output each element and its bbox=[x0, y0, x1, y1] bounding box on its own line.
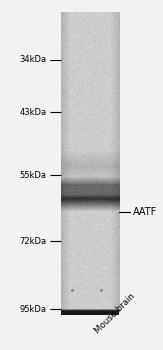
Text: Mouse brain: Mouse brain bbox=[93, 292, 137, 335]
Text: 43kDa: 43kDa bbox=[19, 108, 46, 117]
Text: 34kDa: 34kDa bbox=[19, 55, 46, 64]
Text: 95kDa: 95kDa bbox=[19, 305, 46, 314]
Text: 55kDa: 55kDa bbox=[19, 170, 46, 180]
Text: AATF: AATF bbox=[133, 208, 157, 217]
Text: 72kDa: 72kDa bbox=[19, 237, 46, 246]
FancyBboxPatch shape bbox=[61, 13, 119, 309]
FancyBboxPatch shape bbox=[61, 310, 119, 315]
